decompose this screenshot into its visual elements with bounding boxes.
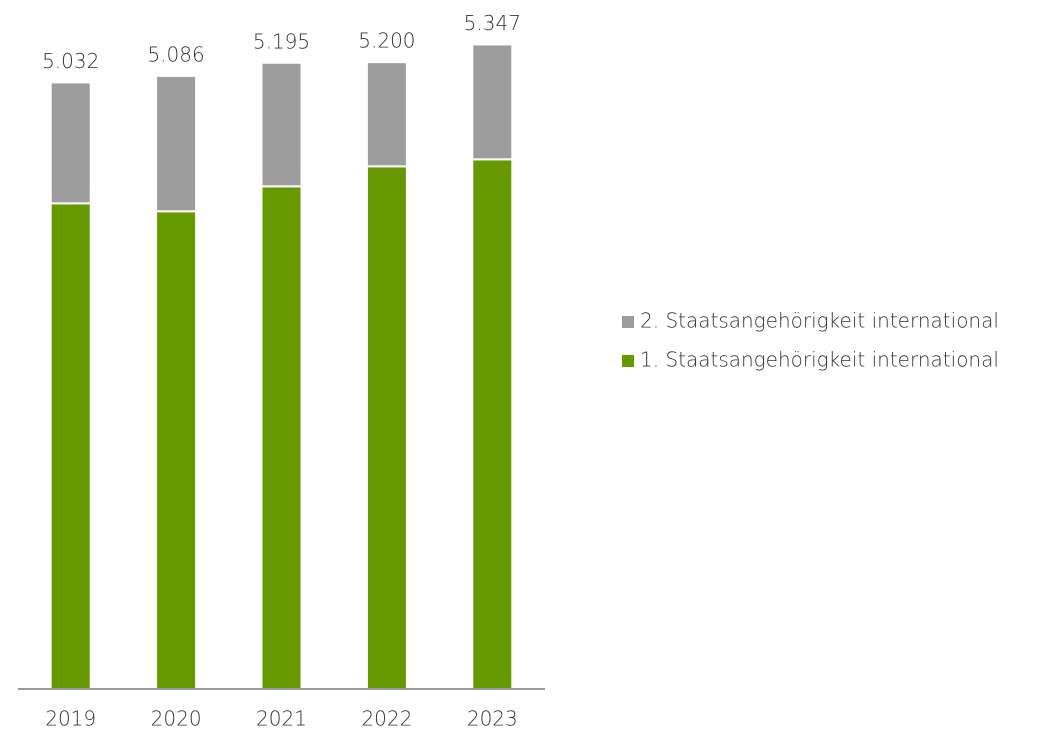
- total-label: 5.032: [42, 49, 99, 73]
- bar-segment: [155, 74, 198, 213]
- total-label: 5.347: [464, 11, 521, 35]
- bar-segment: [49, 81, 92, 205]
- bar-segment: [471, 43, 514, 161]
- bar-segment: [365, 61, 408, 168]
- bar-segment: [260, 185, 303, 691]
- x-tick-label: 2022: [361, 707, 412, 731]
- bar-segment: [49, 202, 92, 690]
- bar-segment: [260, 61, 303, 188]
- x-tick-label: 2020: [151, 707, 202, 731]
- legend-label: 2. Staatsangehörigkeit international: [640, 309, 999, 333]
- bar-segment: [365, 165, 408, 691]
- x-tick-label: 2019: [45, 707, 96, 731]
- legend-label: 1. Staatsangehörigkeit international: [640, 348, 999, 372]
- legend-swatch: [622, 355, 634, 367]
- total-label: 5.195: [253, 29, 310, 53]
- bar-segment: [471, 158, 514, 690]
- total-label: 5.086: [147, 42, 204, 66]
- total-label: 5.200: [358, 29, 415, 53]
- x-tick-label: 2023: [467, 707, 518, 731]
- legend-swatch: [622, 316, 634, 328]
- bar-segment: [155, 210, 198, 691]
- x-tick-label: 2021: [256, 707, 307, 731]
